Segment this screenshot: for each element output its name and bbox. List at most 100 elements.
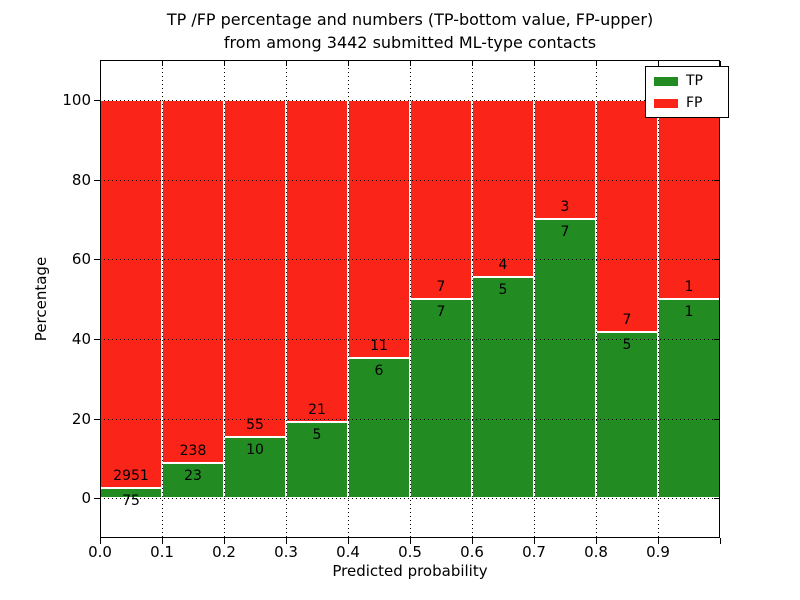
x-tick-mark [224, 538, 225, 544]
x-tick-mark-top [224, 61, 225, 66]
y-tick-mark-right [714, 259, 720, 261]
x-tick-mark [162, 538, 163, 544]
tp-count-annotation: 5 [622, 337, 632, 354]
fp-count-annotation: 11 [370, 337, 388, 354]
x-axis-label: Predicted probability [332, 562, 488, 580]
legend: TP FP [645, 66, 729, 118]
y-tick-mark-right [714, 498, 720, 500]
x-tick-mark [286, 538, 287, 544]
x-tick-label: 0.4 [336, 543, 360, 561]
x-tick-mark-top [472, 61, 473, 66]
x-tick-mark-top [720, 61, 721, 66]
x-tick-label: 0.6 [460, 543, 484, 561]
x-tick-label: 0.2 [212, 543, 236, 561]
tp-legend-swatch [654, 76, 678, 86]
chart-title-line-1: TP /FP percentage and numbers (TP-bottom… [166, 10, 654, 29]
x-gridline [410, 60, 411, 538]
fp-count-annotation: 21 [308, 401, 326, 418]
fp-count-annotation: 238 [179, 443, 207, 460]
fp-count-annotation: 55 [246, 416, 264, 433]
tp-count-annotation: 7 [560, 224, 570, 241]
bar-segment-fp [162, 99, 224, 464]
x-tick-mark [410, 538, 411, 544]
x-tick-label: 0.7 [522, 543, 546, 561]
fp-count-annotation: 1 [684, 279, 694, 295]
x-tick-label: 0.9 [646, 543, 670, 561]
x-tick-label: 0.8 [584, 543, 608, 561]
bar-segment-tp [410, 299, 472, 499]
x-gridline [162, 60, 163, 538]
y-tick-label: 60 [71, 250, 91, 269]
bar-segment-fp [472, 99, 534, 277]
x-gridline [472, 60, 473, 538]
y-tick-mark-right [714, 418, 720, 420]
fp-legend-label: FP [686, 95, 703, 111]
bar-segment-fp [658, 99, 720, 299]
fp-count-annotation: 3 [560, 199, 570, 216]
tp-count-annotation: 10 [246, 441, 264, 458]
bar-segment-tp [534, 219, 596, 499]
x-tick-mark [534, 538, 535, 544]
x-tick-mark [348, 538, 349, 544]
x-gridline [224, 60, 225, 538]
bar-segment-tp [286, 421, 348, 499]
bar-segment-fp [410, 99, 472, 299]
x-tick-mark-top [162, 61, 163, 66]
x-tick-mark-top [348, 61, 349, 66]
x-gridline [534, 60, 535, 538]
x-tick-label: 0.5 [398, 543, 422, 561]
x-gridline [658, 60, 659, 538]
y-tick-mark-right [714, 179, 720, 181]
x-tick-label: 0.0 [88, 543, 112, 561]
tp-count-annotation: 6 [374, 362, 384, 379]
bar-segment-fp [286, 99, 348, 422]
fp-count-annotation: 7 [436, 279, 446, 295]
y-tick-mark [94, 99, 100, 101]
y-axis-label: Percentage [32, 256, 50, 342]
x-tick-mark-top [100, 61, 101, 66]
x-tick-mark [100, 538, 101, 544]
y-tick-mark-right [714, 338, 720, 340]
bar-segment-tp [596, 332, 658, 499]
y-tick-mark [94, 418, 100, 420]
tp-count-annotation: 5 [498, 281, 508, 298]
x-tick-mark-top [286, 61, 287, 66]
bar-segment-tp [658, 299, 720, 499]
x-tick-mark [596, 538, 597, 544]
plot-area: Predicted probability Percentage TP FP 2… [32, 60, 729, 580]
x-tick-mark-top [410, 61, 411, 66]
bar-segment-tp [224, 436, 286, 499]
y-tick-mark [94, 179, 100, 181]
y-tick-label: 0 [81, 489, 91, 508]
tp-count-annotation: 5 [312, 426, 322, 443]
x-tick-mark [720, 538, 721, 544]
fp-legend-swatch [654, 98, 678, 108]
fp-count-annotation: 7 [622, 312, 632, 329]
x-tick-mark-top [658, 61, 659, 66]
x-tick-label: 0.1 [150, 543, 174, 561]
bar-segment-tp [472, 276, 534, 499]
x-gridline [348, 60, 349, 538]
bar-segment-fp [596, 99, 658, 333]
bar-segment-fp [348, 99, 410, 358]
y-tick-label: 20 [71, 409, 91, 428]
x-tick-mark [472, 538, 473, 544]
bar-segment-tp [162, 463, 224, 499]
tp-legend-label: TP [686, 73, 703, 89]
y-tick-label: 100 [62, 90, 91, 109]
legend-item-tp: TP [654, 74, 720, 88]
fp-count-annotation: 4 [498, 256, 508, 273]
x-tick-mark-top [534, 61, 535, 66]
y-tick-mark [94, 259, 100, 261]
chart-title: TP /FP percentage and numbers (TP-bottom… [90, 8, 730, 54]
bar-segment-fp [100, 99, 162, 489]
tp-count-annotation: 1 [684, 304, 694, 320]
tp-count-annotation: 23 [184, 468, 202, 485]
x-tick-label: 0.3 [274, 543, 298, 561]
bar-segment-tp [348, 357, 410, 499]
x-tick-mark-top [596, 61, 597, 66]
x-tick-mark [658, 538, 659, 544]
x-gridline [286, 60, 287, 538]
y-tick-label: 40 [71, 329, 91, 348]
